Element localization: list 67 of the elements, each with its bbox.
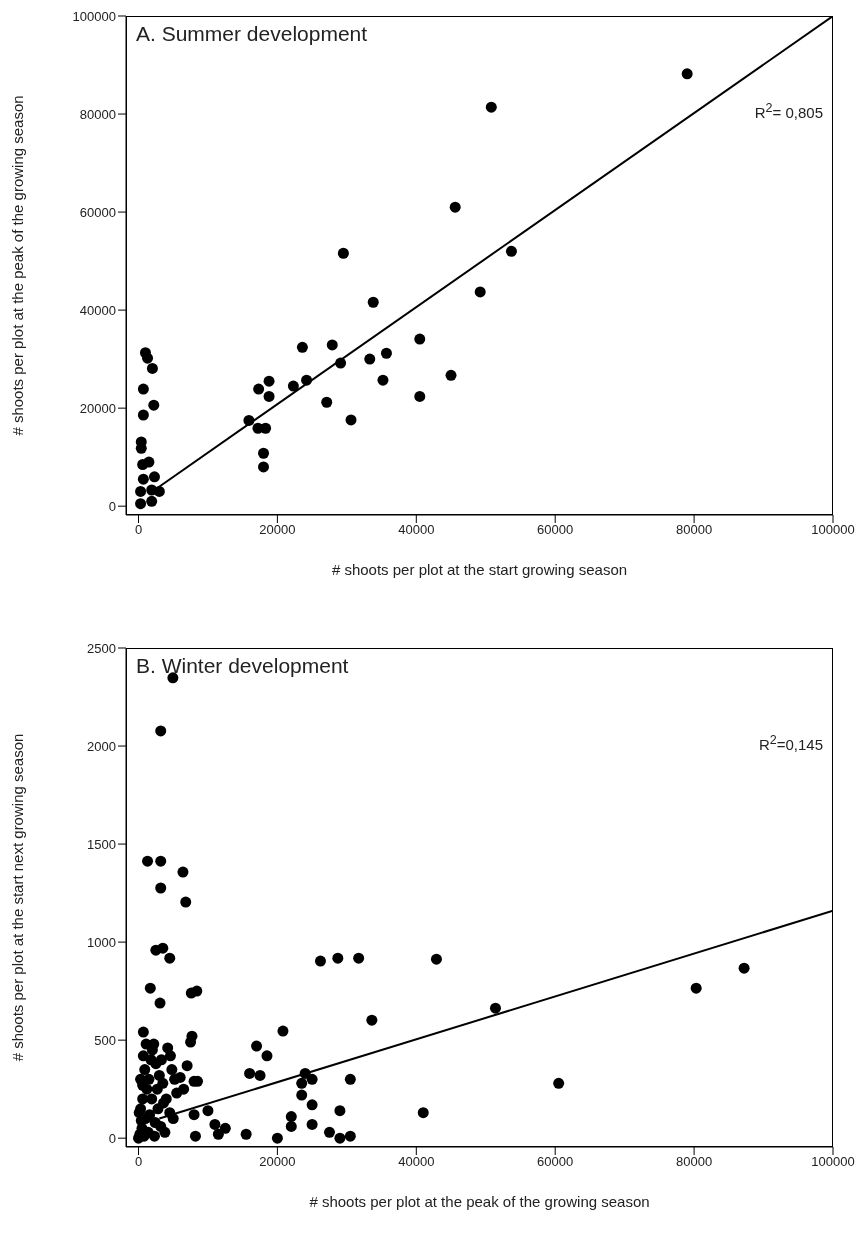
y-tick-label: 500 bbox=[94, 1032, 116, 1048]
point bbox=[137, 409, 149, 421]
x-tick-label: 0 bbox=[134, 522, 143, 538]
point bbox=[287, 380, 299, 392]
point bbox=[296, 341, 308, 353]
y-tick-label: 0 bbox=[108, 498, 116, 514]
x-axis-title: # shoots per plot at the peak of the growing season bbox=[309, 1193, 650, 1210]
point bbox=[414, 333, 426, 345]
y-tick-label: 1000 bbox=[87, 934, 116, 950]
point bbox=[143, 456, 155, 468]
point bbox=[146, 362, 158, 374]
point bbox=[137, 383, 149, 395]
point bbox=[148, 471, 160, 483]
x-tick-label: 20000 bbox=[259, 522, 296, 538]
point bbox=[474, 286, 486, 298]
point bbox=[142, 352, 154, 364]
point bbox=[321, 396, 333, 408]
x-tick-label: 80000 bbox=[676, 1154, 713, 1170]
point bbox=[253, 383, 265, 395]
y-tick-label: 2000 bbox=[87, 738, 116, 754]
point bbox=[414, 390, 426, 402]
point bbox=[258, 447, 270, 459]
x-tick-label: 100000 bbox=[811, 1154, 855, 1170]
y-tick-label: 40000 bbox=[79, 302, 116, 318]
point bbox=[263, 390, 275, 402]
y-tick-label: 1500 bbox=[87, 836, 116, 852]
point bbox=[263, 375, 275, 387]
point bbox=[345, 414, 357, 426]
y-tick-label: 100000 bbox=[72, 8, 116, 24]
chart-title: B. Winter development bbox=[136, 654, 349, 678]
point bbox=[485, 101, 497, 113]
point bbox=[148, 399, 160, 411]
point bbox=[135, 485, 147, 497]
point bbox=[364, 353, 376, 365]
point bbox=[377, 374, 389, 386]
x-tick-label: 60000 bbox=[537, 1154, 574, 1170]
x-tick-label: 100000 bbox=[811, 522, 855, 538]
point bbox=[681, 68, 693, 80]
point bbox=[258, 461, 270, 473]
annotation: R$^{2}$=0,145 bbox=[758, 732, 823, 753]
x-tick-label: 0 bbox=[134, 1154, 143, 1170]
point bbox=[260, 422, 272, 434]
point bbox=[367, 296, 379, 308]
chart-title: A. Summer development bbox=[136, 22, 368, 46]
y-tick-label: 0 bbox=[108, 1130, 116, 1146]
point bbox=[137, 473, 149, 485]
x-tick-label: 60000 bbox=[537, 522, 574, 538]
point bbox=[146, 495, 158, 507]
y-tick-label: 2500 bbox=[87, 640, 116, 656]
y-tick-label: 20000 bbox=[79, 400, 116, 416]
point bbox=[445, 369, 457, 381]
y-tick-label: 60000 bbox=[79, 204, 116, 220]
point bbox=[326, 339, 338, 351]
y-axis-title: # shoots per plot at the start next growing season bbox=[9, 733, 27, 1062]
x-tick-label: 40000 bbox=[398, 522, 435, 538]
point bbox=[135, 498, 147, 510]
point bbox=[505, 245, 517, 257]
annotation: R$^{2}$= 0,805 bbox=[754, 100, 823, 121]
point bbox=[449, 201, 461, 213]
point bbox=[380, 347, 392, 359]
y-axis-title: # shoots per plot at the peak of the growing season bbox=[9, 95, 27, 436]
x-axis-title: # shoots per plot at the start growing season bbox=[331, 561, 628, 578]
point bbox=[337, 247, 349, 259]
x-tick-label: 20000 bbox=[259, 1154, 296, 1170]
x-tick-label: 80000 bbox=[676, 522, 713, 538]
x-tick-label: 40000 bbox=[398, 1154, 435, 1170]
y-tick-label: 80000 bbox=[79, 106, 116, 122]
